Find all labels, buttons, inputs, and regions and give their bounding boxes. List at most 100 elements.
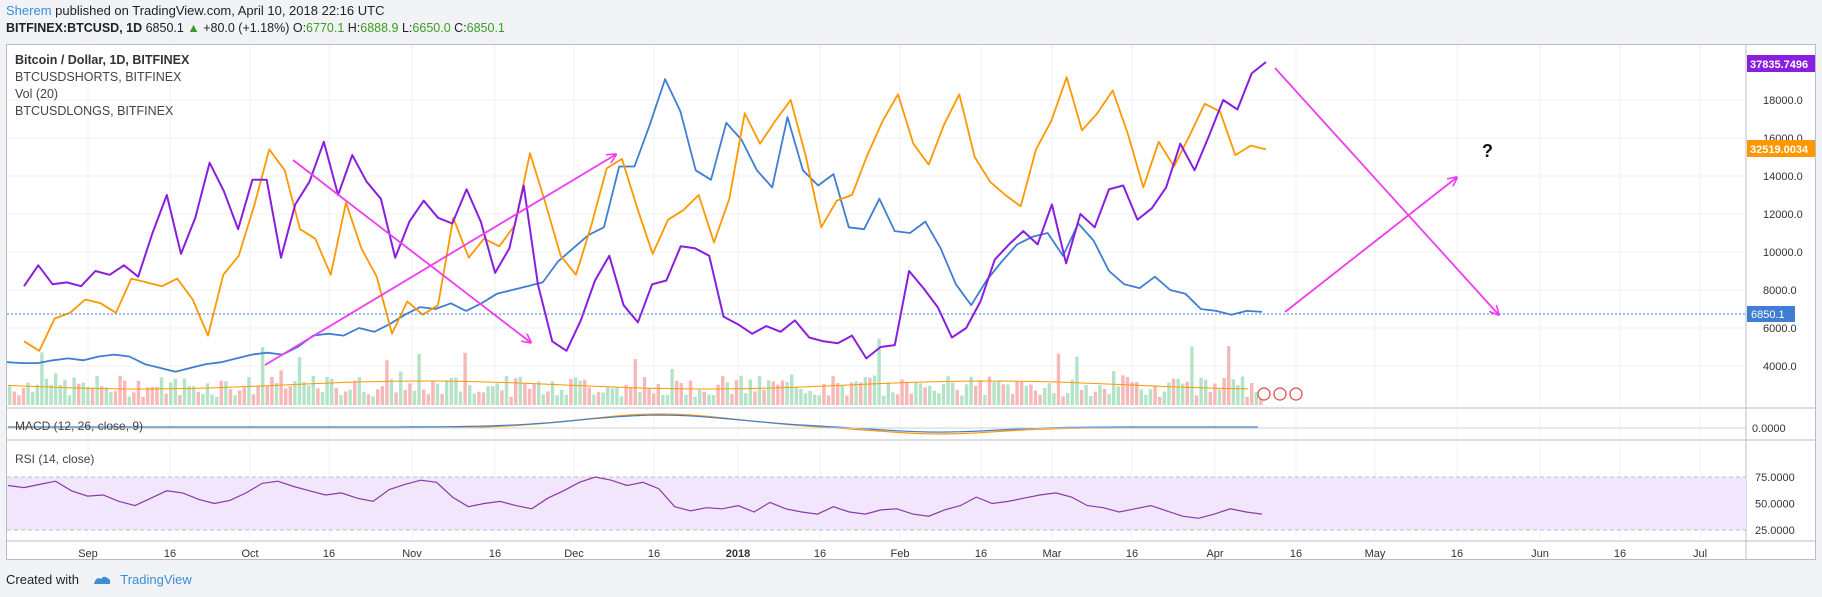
tradingview-link[interactable]: TradingView [120, 572, 192, 587]
volume-bar [109, 391, 113, 405]
volume-bar [780, 380, 785, 405]
volume-bar [1047, 383, 1051, 405]
volume-bar [385, 360, 389, 405]
volume-bar [822, 384, 826, 405]
volume-bar [785, 381, 789, 405]
volume-bar [928, 385, 932, 405]
volume-bar [882, 395, 886, 405]
volume-bar [1029, 384, 1033, 405]
volume-bar [26, 382, 30, 405]
time-tick-label: Nov [402, 548, 422, 560]
volume-bar [187, 386, 191, 405]
volume-ma-line [7, 380, 1249, 390]
volume-bar [58, 385, 62, 405]
volume-bar [771, 381, 775, 405]
volume-bar [440, 393, 444, 405]
time-tick-label: Sep [78, 548, 98, 560]
flag-icon[interactable] [1257, 387, 1271, 401]
volume-bar [527, 388, 532, 405]
volume-bar [362, 392, 366, 405]
volume-bar [146, 387, 150, 405]
arrow-down-2[interactable] [1274, 67, 1498, 314]
volume-bar [693, 396, 697, 405]
volume-bar [1245, 396, 1249, 405]
arrow-up-2[interactable] [1284, 178, 1456, 313]
event-badges[interactable] [1257, 387, 1303, 401]
volume-bar [288, 386, 292, 405]
time-tick-label: Jun [1531, 548, 1549, 560]
volume-bar [1015, 381, 1019, 405]
legend-shorts[interactable]: BTCUSDSHORTS, BITFINEX [15, 70, 182, 84]
volume-bar [1227, 346, 1231, 405]
volume-bar [210, 394, 214, 405]
arrow-down-1[interactable] [292, 159, 530, 342]
time-tick-label: 16 [1451, 548, 1463, 560]
volume-bar [408, 383, 412, 405]
volume-bar [394, 392, 398, 405]
volume-bar [118, 375, 122, 405]
volume-bar [734, 380, 739, 405]
volume-bar [274, 383, 279, 405]
volume-bar [587, 387, 591, 405]
legend-longs[interactable]: BTCUSDLONGS, BITFINEX [15, 104, 174, 118]
volume-bar [1162, 391, 1166, 405]
rsi-line [7, 476, 1263, 519]
low-label: L: [401, 21, 413, 35]
volume-bar [422, 389, 426, 405]
volume-bar [1112, 371, 1116, 405]
price-axis-ticks: 18000.016000.014000.012000.010000.08000.… [1763, 95, 1803, 373]
volume-bar [675, 380, 679, 405]
volume-bar [343, 391, 348, 405]
volume-bar [573, 377, 578, 405]
volume-bar [923, 387, 927, 405]
flag-icon[interactable] [1273, 387, 1287, 401]
volume-bar [1213, 383, 1217, 405]
volume-bar [1148, 389, 1153, 405]
rsi-label[interactable]: RSI (14, close) [15, 452, 94, 466]
volume-bar [909, 393, 913, 405]
volume-bar [357, 377, 361, 405]
time-tick-label: 16 [323, 548, 335, 560]
tradingview-logo-icon[interactable] [93, 574, 111, 585]
volume-bar [698, 389, 702, 405]
volume-bar [495, 383, 499, 405]
volume-bar [417, 354, 421, 405]
volume-bar [481, 392, 486, 405]
volume-bar [454, 377, 458, 405]
volume-bar [679, 383, 683, 405]
macd-label[interactable]: MACD (12, 26, close, 9) [15, 419, 143, 433]
legend-volume[interactable]: Vol (20) [15, 87, 58, 101]
time-tick-label: Mar [1043, 548, 1062, 560]
volume-bar [518, 376, 522, 405]
volume-bar [1240, 376, 1245, 405]
time-tick-label: Feb [891, 548, 910, 560]
price-tick-label: 14000.0 [1763, 171, 1803, 183]
volume-bar [1167, 382, 1171, 405]
volume-bar [992, 382, 996, 405]
volume-bar [1208, 392, 1212, 405]
chart-frame[interactable] [6, 44, 1816, 560]
volume-bar [1010, 393, 1015, 405]
volume-bar [164, 393, 168, 405]
volume-bar [983, 394, 987, 405]
arrow-up-1[interactable] [264, 155, 615, 366]
volume-bar [472, 393, 476, 405]
volume-bar [555, 395, 559, 405]
volume-bar [808, 390, 812, 405]
volume-bar [334, 387, 338, 405]
price-tick-label: 12000.0 [1763, 209, 1803, 221]
legend-main[interactable]: Bitcoin / Dollar, 1D, BITFINEX [15, 53, 190, 67]
volume-bar [431, 380, 435, 405]
open-value: 6770.1 [306, 21, 345, 35]
volume-bar [150, 387, 154, 405]
volume-bar [279, 370, 283, 405]
flag-icon[interactable] [1289, 387, 1303, 401]
price-tick-label: 6000.0 [1763, 323, 1797, 335]
macd-axis-tick: 0.0000 [1752, 423, 1786, 435]
time-tick-label: 16 [1614, 548, 1626, 560]
volume-bar [560, 389, 564, 405]
publisher-username[interactable]: Sherem [6, 3, 52, 18]
volume-bar [104, 387, 108, 405]
volume-bar [744, 393, 748, 405]
